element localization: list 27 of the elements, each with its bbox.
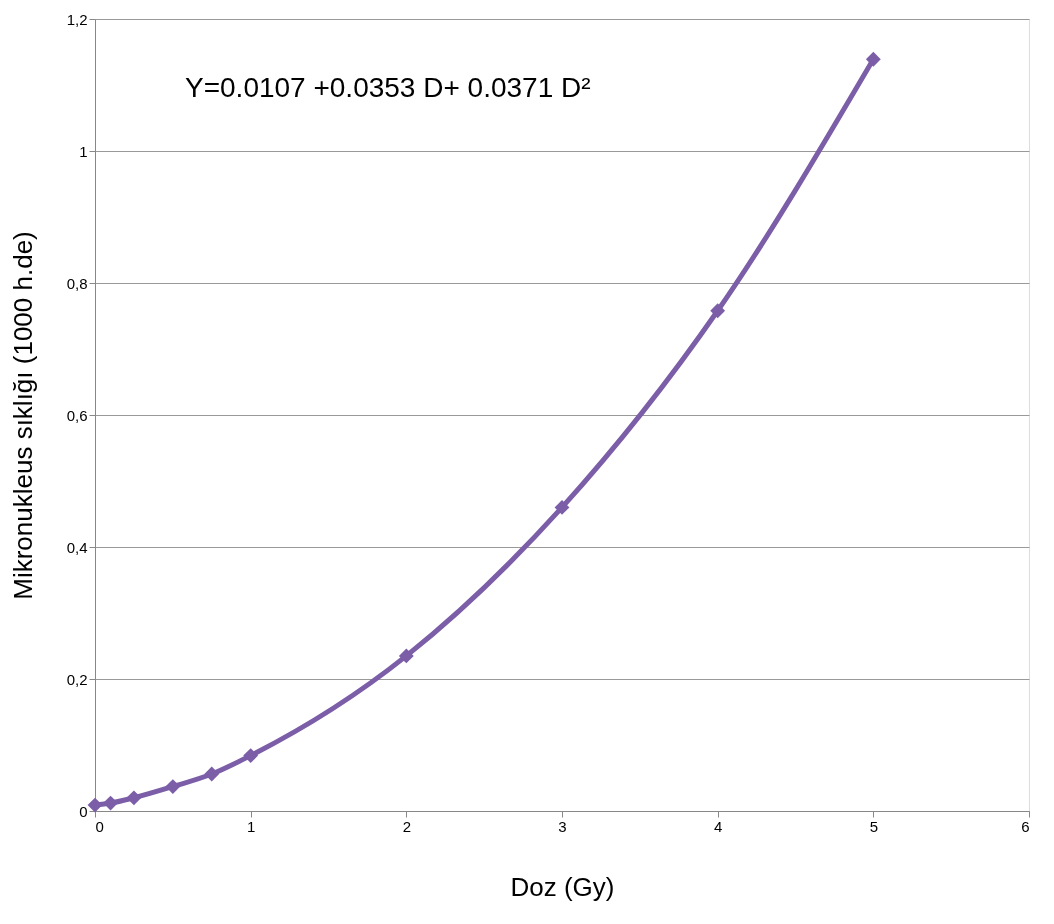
y-axis-title: Mikronukleus sıklığı (1000 h.de) [7, 231, 38, 600]
y-tick-label: 0,6 [66, 406, 88, 424]
point [103, 795, 118, 811]
x-tick-label: 3 [558, 817, 567, 835]
y-tick-label: 0 [79, 802, 88, 820]
x-tick-label: 4 [713, 817, 723, 835]
point [243, 748, 259, 763]
point [710, 303, 726, 319]
point [126, 790, 142, 806]
point [865, 51, 881, 67]
y-tick-label: 0,4 [66, 538, 88, 556]
x-tick-label: 0 [95, 817, 104, 835]
x-tick-label: 2 [402, 817, 412, 835]
point [87, 797, 103, 813]
y-tick-label: 1,2 [66, 10, 88, 28]
point [204, 766, 220, 782]
y-tick-label: 0,8 [66, 274, 88, 292]
x-tick-label: 1 [246, 817, 256, 835]
point [165, 779, 181, 794]
point [398, 648, 414, 664]
point [554, 499, 570, 515]
x-tick-label: 6 [1021, 817, 1030, 835]
x-tick-label: 5 [869, 817, 879, 835]
x-axis-title: Doz (Gy) [510, 871, 615, 902]
annotation: Y=0.0107 +0.0353 D+ 0.0371 D² [185, 72, 591, 103]
y-tick-label: 0,2 [66, 670, 88, 688]
y-tick-label: 1 [79, 142, 88, 160]
